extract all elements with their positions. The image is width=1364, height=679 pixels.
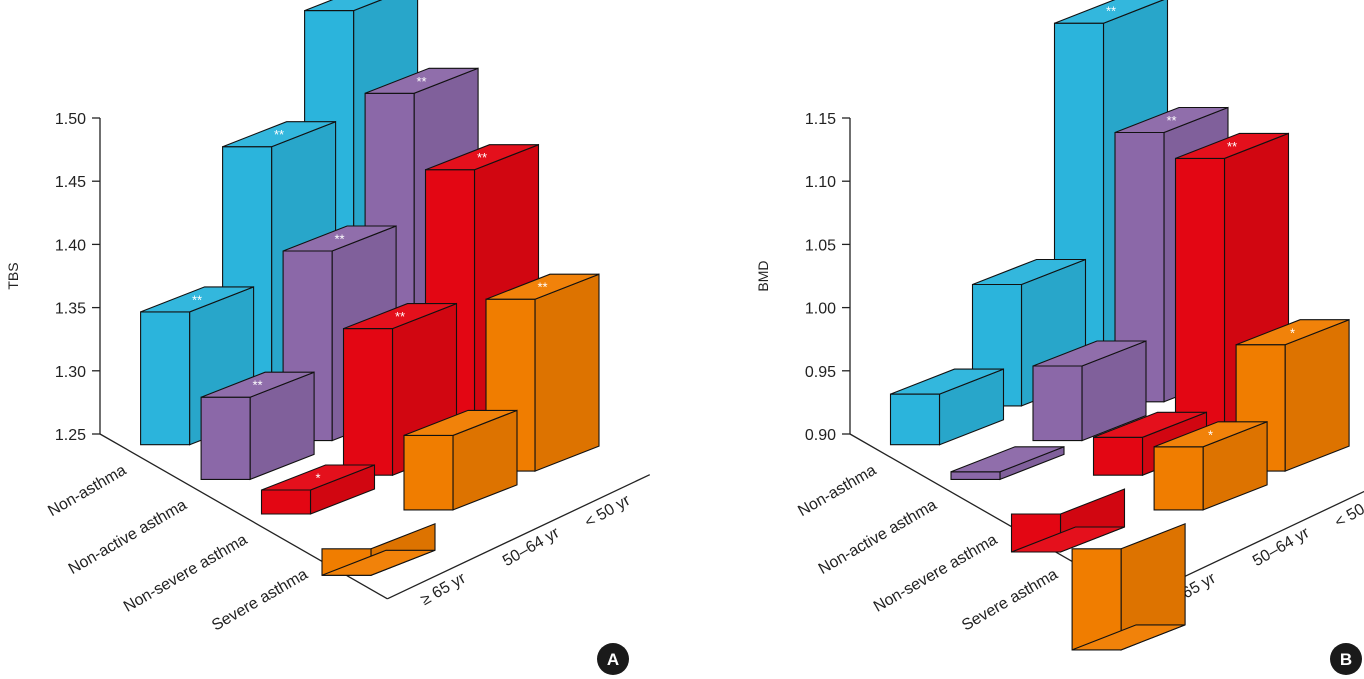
bar-front [1032,365,1083,442]
significance-marker: ** [537,280,547,295]
bar-front [260,489,312,515]
age-axis-line [387,474,651,600]
age-label-2: < 50 yr [582,492,634,532]
bar-top [403,409,518,436]
bar-front [403,434,454,511]
y-tick-label: 1.40 [55,237,86,254]
y-tick-label: 0.95 [805,364,836,381]
age-label-0: ≥ 65 yr [418,569,469,608]
bar-top [1235,319,1350,346]
y-tick-label: 1.50 [55,111,86,128]
bar-front [200,396,251,480]
bar-top [425,144,539,171]
y-tick-label: 1.00 [805,301,836,318]
bar-front [1092,436,1144,476]
significance-marker: ** [192,292,202,307]
y-tick-label: 1.25 [55,427,86,444]
panel-badge: B [1330,643,1362,675]
bar-top [1054,0,1165,24]
significance-marker: ** [356,0,366,6]
bar-top [1032,340,1147,367]
bar-top [1153,421,1268,448]
bar-top [140,286,254,313]
bar-severe-asthma-age-0 [1071,522,1186,651]
panel-badge-circle [597,643,629,675]
bar-top [1175,132,1289,159]
group-label-non-active-asthma: Non-active asthma [66,496,190,577]
significance-marker: ** [1166,113,1176,128]
bar-non-severe-asthma-age-0 [1010,488,1126,553]
bar-top [304,0,383,12]
bar-front [889,393,941,446]
bar-non-active-asthma-age-0 [950,445,1065,481]
significance-marker: ** [274,127,284,142]
bar-top [1114,106,1229,134]
bar-front [1174,157,1226,437]
panel-badge-letter: B [1340,650,1352,669]
panel-badge: A [597,643,629,675]
significance-marker: * [1208,427,1213,442]
significance-marker: ** [395,309,405,324]
bar-top [972,258,1086,286]
significance-marker: ** [477,150,487,165]
bar-non-asthma-age-0 [889,368,1005,446]
y-tick-label: 0.90 [805,427,836,444]
group-label-non-asthma: Non-asthma [45,462,129,520]
y-tick-label: 1.15 [805,111,836,128]
y-axis-title: BMD [755,260,771,291]
bar-front [1153,446,1204,511]
bar-top [950,446,1065,473]
bar-top [222,121,336,148]
group-label-severe-asthma: Severe asthma [209,566,311,635]
significance-marker: * [1290,325,1295,340]
bar-top [200,371,315,398]
bar-top [261,464,375,491]
y-axis-title: TBS [5,262,21,289]
group-label-non-severe-asthma: Non-severe asthma [121,531,251,616]
bar-severe-asthma-age-1: * [1153,420,1268,511]
panel-a-chart: 1.251.301.351.401.451.50TBSNon-asthmaNon… [5,0,651,675]
bar-top [364,67,479,94]
panel-badge-circle [1330,643,1362,675]
bar-top [485,273,600,300]
bar-top [1071,624,1186,651]
bar-side [534,273,600,472]
panel-b-chart: 0.900.951.001.051.101.15BMDNon-asthmaNon… [755,0,1364,675]
group-label-non-active-asthma: Non-active asthma [816,496,940,577]
bar-top [343,303,457,330]
y-tick-label: 1.30 [55,364,86,381]
bar-front [342,328,394,476]
bar-severe-asthma-age-0 [321,522,436,577]
y-tick-label: 1.45 [55,174,86,191]
bar-non-active-asthma-age-0: ** [200,371,315,481]
group-label-severe-asthma: Severe asthma [959,566,1061,635]
age-label-2: < 50 yr [1332,492,1364,532]
bar-top [890,368,1004,395]
significance-marker: ** [1227,139,1237,154]
significance-marker: * [316,471,321,486]
bar-top [321,549,436,576]
bar-front [950,471,1001,480]
bar-top [1011,526,1125,553]
significance-marker: ** [1106,4,1116,19]
bar-top [1093,411,1207,438]
significance-marker: ** [252,378,262,393]
bar-side [1284,318,1350,472]
significance-marker: ** [416,74,426,89]
y-tick-label: 1.35 [55,301,86,318]
y-tick-label: 1.05 [805,237,836,254]
y-tick-label: 1.10 [805,174,836,191]
significance-marker: ** [334,231,344,246]
group-label-non-severe-asthma: Non-severe asthma [871,531,1001,616]
bar-non-active-asthma-age-1 [1032,340,1147,442]
bar-non-severe-asthma-age-0: * [260,464,376,515]
group-label-non-asthma: Non-asthma [795,462,879,520]
bar-front [140,311,191,446]
panel-badge-letter: A [607,650,619,669]
bar-top [282,225,397,252]
bar-severe-asthma-age-1 [403,409,518,511]
